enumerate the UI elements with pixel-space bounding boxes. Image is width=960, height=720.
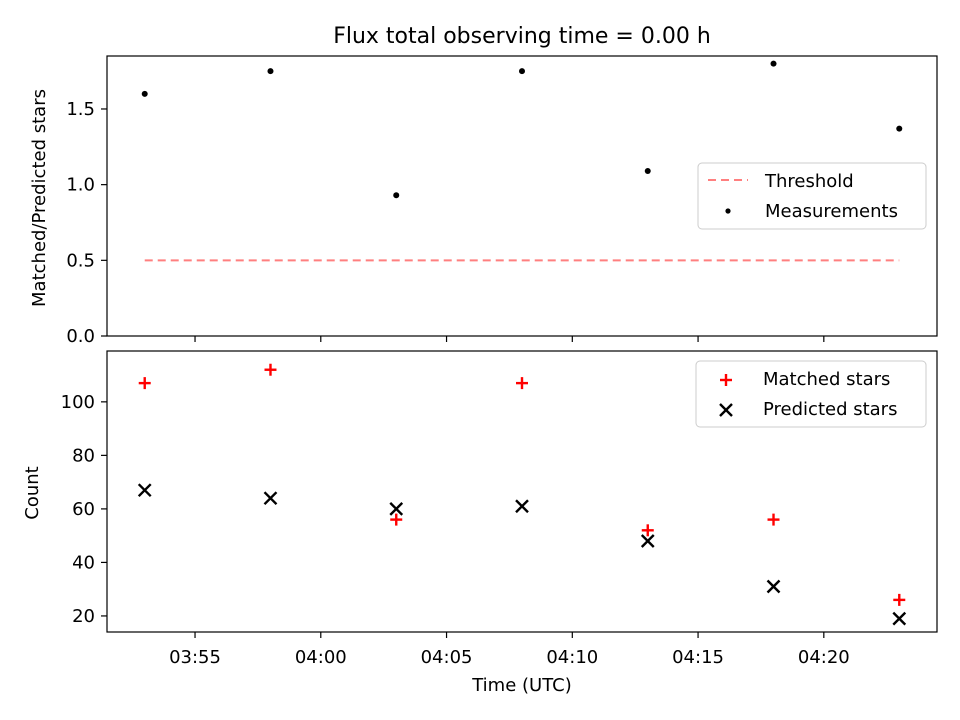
x-tick-label: 03:55 (169, 647, 221, 668)
legend-predicted-marker (719, 403, 733, 417)
top-y-tick-label: 1.0 (66, 175, 95, 196)
top-y-axis-label: Matched/Predicted stars (29, 89, 50, 307)
predicted-stars-point (892, 611, 907, 626)
predicted-stars-point-b (389, 502, 404, 516)
x-tick-label: 04:10 (546, 647, 598, 668)
top-y-tick-label: 1.5 (66, 99, 95, 120)
legend-measurements-label: Measurements (765, 201, 898, 222)
legend-predicted-marker-b (719, 403, 733, 417)
measurement-point (644, 168, 651, 175)
measurement-point (896, 125, 903, 132)
measurement-point (267, 68, 274, 75)
top-y-tick-label: 0.5 (66, 250, 95, 271)
legend-matched-swatch (720, 374, 732, 386)
legend-predicted-label: Predicted stars (763, 399, 897, 420)
legend-measurements-swatch (725, 208, 731, 214)
top-y-tick-label: 0.0 (66, 326, 95, 347)
bottom-x-axis-label: Time (UTC) (471, 675, 572, 696)
bottom-plot-frame (106, 350, 938, 633)
measurement-point (770, 60, 777, 67)
predicted-stars-point (389, 502, 404, 516)
matched-stars-point (767, 513, 780, 526)
measurement-point (519, 68, 525, 75)
matched-stars-point (893, 593, 906, 606)
legend-matched-label: Matched stars (763, 369, 890, 390)
x-tick-label: 04:05 (421, 647, 473, 668)
bottom-y-tick-label: 60 (72, 499, 95, 520)
predicted-stars-point (137, 483, 152, 498)
predicted-stars-point (766, 579, 781, 594)
x-tick-label: 04:15 (672, 647, 724, 668)
bottom-plot-axes: 20 40 60 80 100 03:55 04:00 04:05 04:10 04:15 04:2… (61, 350, 938, 668)
chart-title: Flux total observing time = 0.00 h (333, 24, 711, 49)
predicted-stars-point-b (766, 579, 781, 594)
bottom-legend: Matched stars Predicted stars (695, 360, 927, 428)
top-plot-axes: 0.0 0.5 1.0 1.5 (66, 55, 938, 347)
bottom-y-tick-label: 80 (72, 445, 95, 466)
predicted-stars-point-b (137, 483, 152, 498)
measurement-point (141, 90, 148, 97)
legend-threshold-label: Threshold (764, 171, 854, 192)
predicted-stars-point-b (515, 499, 529, 514)
predicted-stars-point-b (263, 491, 278, 506)
predicted-stars-point-b (640, 534, 655, 548)
x-tick-label: 04:20 (798, 647, 850, 668)
top-plot-frame (106, 55, 938, 337)
predicted-stars-point (640, 534, 655, 548)
bottom-y-axis-label: Count (22, 466, 43, 519)
x-tick-label: 04:00 (295, 647, 347, 668)
matched-stars-point (641, 524, 654, 537)
matched-stars-point (390, 513, 403, 526)
top-legend-frame (697, 162, 927, 230)
measurement-point (393, 192, 400, 199)
bottom-y-tick-label: 20 (72, 606, 95, 627)
bottom-y-tick-label: 100 (61, 392, 95, 413)
top-legend: Threshold Measurements (697, 162, 927, 230)
predicted-stars-point (515, 499, 529, 514)
legend-matched-marker (720, 374, 732, 386)
predicted-stars-point-b (892, 611, 907, 626)
bottom-y-tick-label: 40 (72, 552, 95, 573)
predicted-stars-point (263, 491, 278, 506)
matched-stars-point (138, 377, 151, 390)
matched-stars-point (264, 363, 277, 376)
legend-predicted-swatch (719, 403, 733, 417)
matched-stars-point (516, 377, 528, 390)
bottom-legend-frame (695, 360, 927, 428)
